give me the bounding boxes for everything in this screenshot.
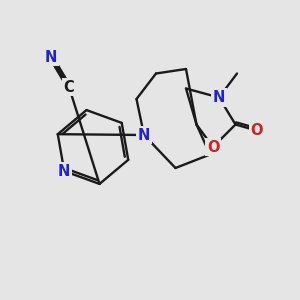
- Text: N: N: [138, 128, 150, 142]
- Text: O: O: [207, 140, 219, 154]
- Text: N: N: [58, 164, 70, 178]
- Text: N: N: [213, 90, 225, 105]
- Text: C: C: [64, 80, 74, 94]
- Text: O: O: [250, 123, 263, 138]
- Text: N: N: [45, 50, 57, 64]
